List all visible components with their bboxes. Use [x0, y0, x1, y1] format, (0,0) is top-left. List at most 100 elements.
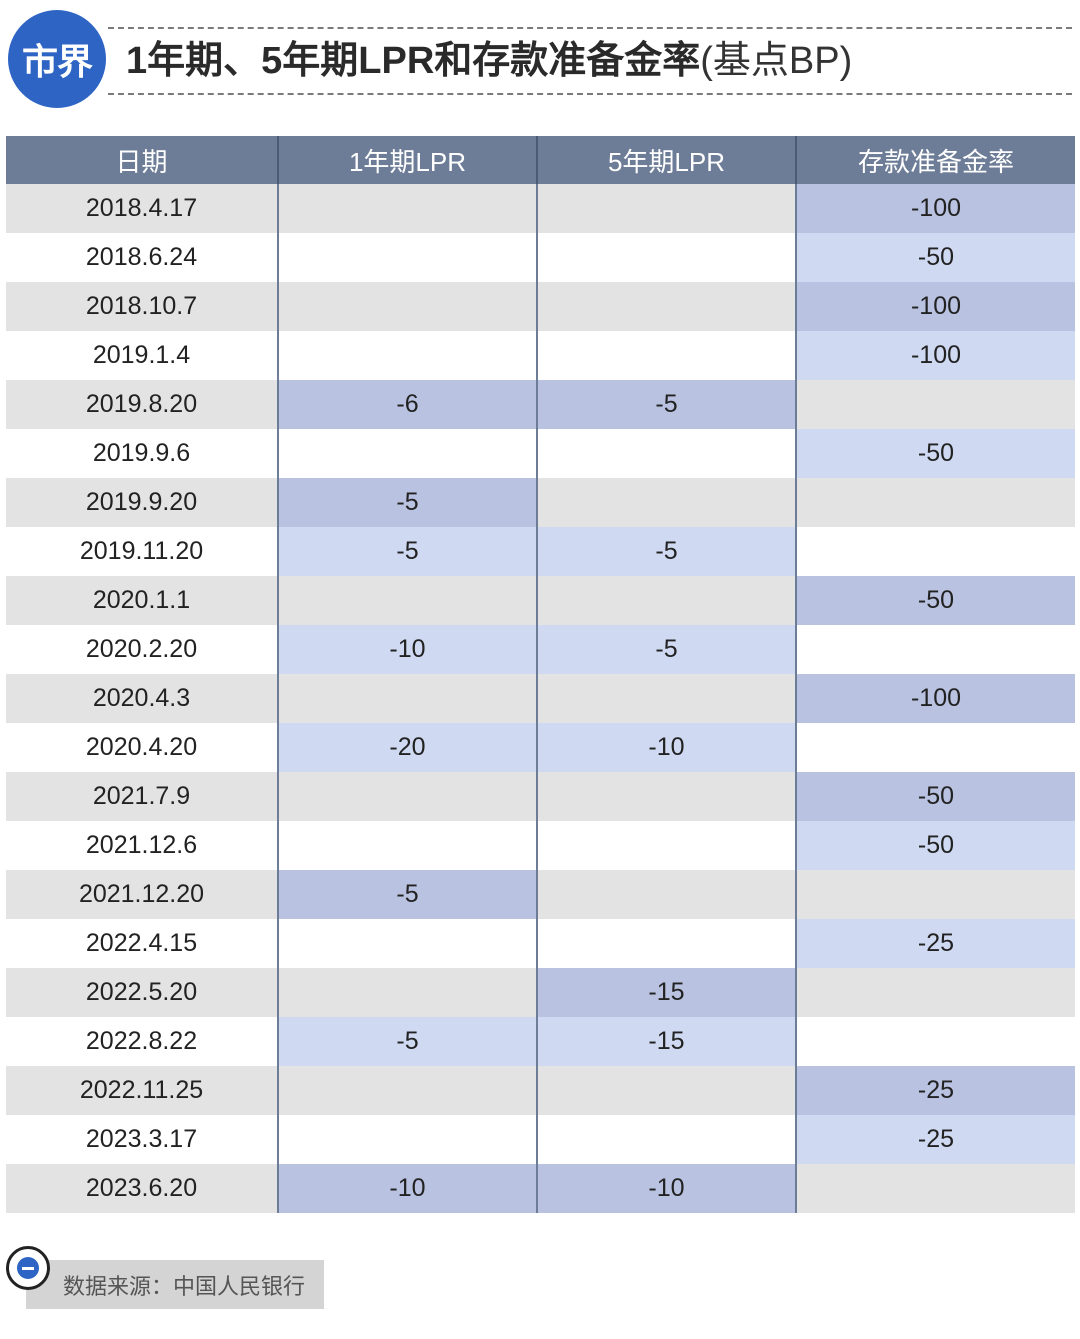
lpr-1y-cell	[277, 968, 536, 1017]
date-cell: 2019.9.6	[92, 439, 191, 467]
date-cell: 2018.4.17	[85, 194, 198, 222]
table-row: 2021.7.9 -50	[6, 772, 1075, 821]
date-cell: 2020.2.20	[85, 635, 198, 663]
lpr-1y-cell: -10	[277, 625, 536, 674]
lpr-5y-cell	[536, 331, 795, 380]
lpr-5y-cell	[536, 1066, 795, 1115]
table-row: 2020.2.20 -10 -5	[6, 625, 1075, 674]
rrr-cell: -100	[795, 331, 1075, 380]
table-row: 2019.9.6 -50	[6, 429, 1075, 478]
date-cell: 2023.6.20	[85, 1174, 198, 1202]
rrr-cell	[795, 723, 1075, 772]
rrr-cell: -25	[795, 1115, 1075, 1164]
lpr-1y-cell: -5	[277, 478, 536, 527]
rrr-cell: -25	[795, 919, 1075, 968]
lpr-1y-cell	[277, 576, 536, 625]
lpr-1y-cell	[277, 429, 536, 478]
rrr-cell	[795, 968, 1075, 1017]
column-header-lpr-1y: 1年期LPR	[277, 136, 536, 184]
lpr-1y-cell: -10	[277, 1164, 536, 1213]
table-row: 2023.6.20 -10 -10	[6, 1164, 1075, 1213]
rrr-cell	[795, 1164, 1075, 1213]
lpr-1y-cell	[277, 233, 536, 282]
shijie-logo: 市界	[8, 10, 106, 108]
table-row: 2023.3.17 -25	[6, 1115, 1075, 1164]
date-cell: 2023.3.17	[85, 1125, 198, 1153]
table-row: 2020.1.1 -50	[6, 576, 1075, 625]
lpr-5y-cell: -10	[536, 1164, 795, 1213]
lpr-5y-cell: -10	[536, 723, 795, 772]
lpr-1y-cell: -5	[277, 870, 536, 919]
title-divider-top	[108, 27, 1072, 29]
title-unit: (基点BP)	[700, 40, 853, 82]
lpr-1y-cell	[277, 772, 536, 821]
lpr-1y-cell: -6	[277, 380, 536, 429]
lpr-1y-cell: -5	[277, 527, 536, 576]
column-header-lpr-5y: 5年期LPR	[536, 136, 795, 184]
date-cell: 2019.8.20	[85, 390, 198, 418]
table-header-row: 日期 1年期LPR 5年期LPR 存款准备金率	[6, 136, 1075, 184]
lpr-5y-cell	[536, 576, 795, 625]
lpr-5y-cell	[536, 821, 795, 870]
rrr-cell: -50	[795, 233, 1075, 282]
page-title: 1年期、5年期LPR和存款准备金率(基点BP)	[126, 36, 852, 86]
date-cell: 2018.6.24	[85, 243, 198, 271]
table-row: 2018.10.7 -100	[6, 282, 1075, 331]
header: 市界 1年期、5年期LPR和存款准备金率(基点BP)	[0, 0, 1080, 120]
date-cell: 2022.4.15	[85, 929, 198, 957]
date-cell: 2022.11.25	[79, 1076, 204, 1104]
lpr-5y-cell	[536, 233, 795, 282]
table-row: 2020.4.3 -100	[6, 674, 1075, 723]
rrr-cell: -50	[795, 429, 1075, 478]
table-row: 2019.8.20 -6 -5	[6, 380, 1075, 429]
lpr-5y-cell	[536, 282, 795, 331]
lpr-5y-cell: -15	[536, 1017, 795, 1066]
date-cell: 2021.12.6	[85, 831, 198, 859]
lpr-5y-cell: -15	[536, 968, 795, 1017]
date-cell: 2019.9.20	[85, 488, 198, 516]
table-row: 2022.8.22 -5 -15	[6, 1017, 1075, 1066]
rrr-cell	[795, 527, 1075, 576]
lpr-1y-cell: -5	[277, 1017, 536, 1066]
table-row: 2020.4.20 -20 -10	[6, 723, 1075, 772]
table-row: 2021.12.20 -5	[6, 870, 1075, 919]
rrr-cell: -100	[795, 282, 1075, 331]
table-row: 2019.1.4 -100	[6, 331, 1075, 380]
lpr-5y-cell	[536, 919, 795, 968]
lpr-1y-cell	[277, 919, 536, 968]
lpr-1y-cell	[277, 674, 536, 723]
lpr-1y-cell	[277, 282, 536, 331]
lpr-1y-cell	[277, 821, 536, 870]
lpr-1y-cell: -20	[277, 723, 536, 772]
lpr-5y-cell	[536, 870, 795, 919]
lpr-1y-cell	[277, 331, 536, 380]
rrr-cell	[795, 870, 1075, 919]
lpr-5y-cell	[536, 429, 795, 478]
date-cell: 2019.11.20	[79, 537, 204, 565]
lpr-5y-cell	[536, 478, 795, 527]
lpr-1y-cell	[277, 184, 536, 233]
table-row: 2018.4.17 -100	[6, 184, 1075, 233]
lpr-5y-cell: -5	[536, 380, 795, 429]
rrr-cell: -50	[795, 821, 1075, 870]
table-row: 2018.6.24 -50	[6, 233, 1075, 282]
table-row: 2021.12.6 -50	[6, 821, 1075, 870]
lpr-5y-cell: -5	[536, 527, 795, 576]
rrr-cell	[795, 478, 1075, 527]
date-cell: 2020.4.20	[85, 733, 198, 761]
rrr-cell	[795, 625, 1075, 674]
lpr-1y-cell	[277, 1066, 536, 1115]
lpr-5y-cell	[536, 184, 795, 233]
date-cell: 2022.8.22	[85, 1027, 198, 1055]
lpr-1y-cell	[277, 1115, 536, 1164]
rrr-cell: -50	[795, 576, 1075, 625]
lpr-5y-cell	[536, 1115, 795, 1164]
lpr-5y-cell: -5	[536, 625, 795, 674]
date-cell: 2019.1.4	[92, 341, 191, 369]
table-row: 2022.5.20 -15	[6, 968, 1075, 1017]
rrr-cell: -50	[795, 772, 1075, 821]
date-cell: 2020.4.3	[92, 684, 191, 712]
rrr-cell: -100	[795, 674, 1075, 723]
rrr-cell: -100	[795, 184, 1075, 233]
column-header-rrr: 存款准备金率	[795, 136, 1075, 184]
